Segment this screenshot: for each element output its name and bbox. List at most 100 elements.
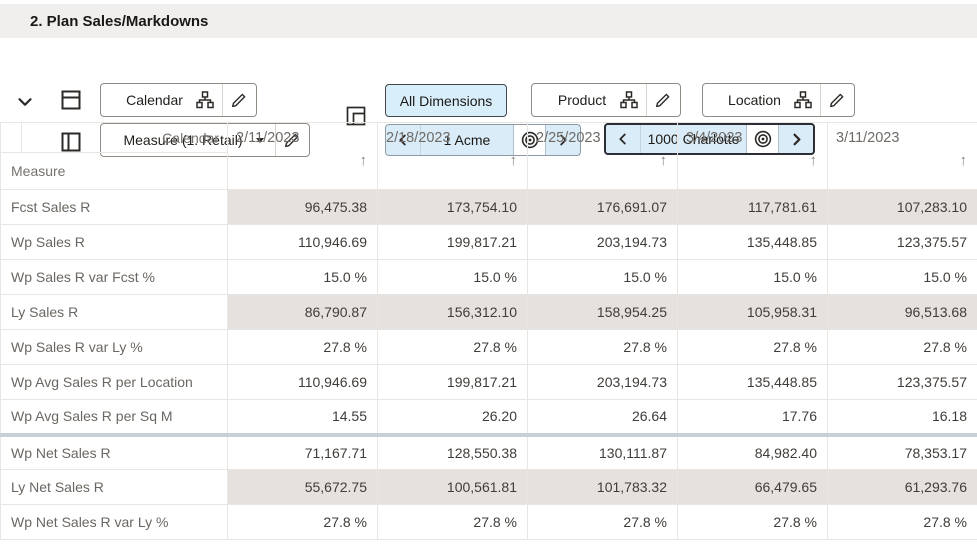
data-cell[interactable]: 117,781.61 xyxy=(677,189,828,225)
data-cell[interactable]: 26.64 xyxy=(527,399,678,435)
column-header[interactable]: 3/4/2023 ↑ xyxy=(677,122,828,190)
product-dimension-button[interactable]: Product xyxy=(531,83,681,117)
edit-pencil-icon xyxy=(828,92,845,109)
data-cell[interactable]: 84,982.40 xyxy=(677,432,828,470)
data-cell[interactable]: 110,946.69 xyxy=(227,364,378,400)
pivot-grid: Calendar 2/11/2023 ↑ 2/18/2023 ↑ 2/25/2023 ↑ 3… xyxy=(0,122,977,540)
chevron-down-icon xyxy=(14,91,36,113)
data-cell[interactable]: 123,375.57 xyxy=(827,364,977,400)
sort-ascending-icon[interactable]: ↑ xyxy=(509,152,518,169)
edit-pencil-icon xyxy=(654,92,671,109)
table-row: Fcst Sales R 96,475.38 173,754.10 176,691.0… xyxy=(0,189,977,225)
calendar-axis-button[interactable]: Calendar xyxy=(100,83,257,117)
data-cell[interactable]: 27.8 % xyxy=(377,329,528,365)
data-cell[interactable]: 27.8 % xyxy=(527,329,678,365)
data-cell[interactable]: 135,448.85 xyxy=(677,224,828,260)
data-cell[interactable]: 135,448.85 xyxy=(677,364,828,400)
data-cell[interactable]: 16.18 xyxy=(827,399,977,435)
data-cell[interactable]: 86,790.87 xyxy=(227,294,378,330)
data-cell[interactable]: 27.8 % xyxy=(377,504,528,540)
corner-measure-label: Measure xyxy=(0,152,228,190)
row-header[interactable]: Ly Net Sales R xyxy=(0,469,228,505)
data-cell[interactable]: 107,283.10 xyxy=(827,189,977,225)
data-cell[interactable]: 27.8 % xyxy=(677,504,828,540)
row-header[interactable]: Wp Avg Sales R per Location xyxy=(0,364,228,400)
data-cell[interactable]: 100,561.81 xyxy=(377,469,528,505)
data-cell[interactable]: 15.0 % xyxy=(377,259,528,295)
hierarchy-icon xyxy=(196,91,214,109)
data-cell[interactable]: 27.8 % xyxy=(227,504,378,540)
data-cell[interactable]: 14.55 xyxy=(227,399,378,435)
data-cell[interactable]: 27.8 % xyxy=(677,329,828,365)
corner-calendar-label: Calendar xyxy=(21,122,228,153)
row-header[interactable]: Fcst Sales R xyxy=(0,189,228,225)
data-cell[interactable]: 66,479.65 xyxy=(677,469,828,505)
column-header-label: 3/11/2023 xyxy=(836,130,900,146)
data-cell[interactable]: 26.20 xyxy=(377,399,528,435)
data-cell[interactable]: 27.8 % xyxy=(227,329,378,365)
table-row: Wp Net Sales R 71,167.71 128,550.38 130,111… xyxy=(0,432,977,470)
data-cell[interactable]: 55,672.75 xyxy=(227,469,378,505)
row-header[interactable]: Wp Sales R xyxy=(0,224,228,260)
data-cell[interactable]: 173,754.10 xyxy=(377,189,528,225)
column-header-label: 2/18/2023 xyxy=(386,130,451,146)
data-cell[interactable]: 15.0 % xyxy=(827,259,977,295)
pivot-table: Calendar 2/11/2023 ↑ 2/18/2023 ↑ 2/25/2023 ↑ 3… xyxy=(0,122,977,540)
data-cell[interactable]: 27.8 % xyxy=(527,504,678,540)
data-cell[interactable]: 78,353.17 xyxy=(827,432,977,470)
calendar-axis-label: Calendar xyxy=(126,92,183,108)
data-cell[interactable]: 15.0 % xyxy=(677,259,828,295)
data-cell[interactable]: 158,954.25 xyxy=(527,294,678,330)
row-header[interactable]: Wp Net Sales R var Ly % xyxy=(0,504,228,540)
data-cell[interactable]: 199,817.21 xyxy=(377,364,528,400)
button-divider xyxy=(820,84,821,116)
column-header[interactable]: 2/25/2023 ↑ xyxy=(527,122,678,190)
sort-ascending-icon[interactable]: ↑ xyxy=(809,152,818,169)
data-cell[interactable]: 15.0 % xyxy=(527,259,678,295)
hierarchy-icon xyxy=(620,91,638,109)
data-cell[interactable]: 128,550.38 xyxy=(377,432,528,470)
data-cell[interactable]: 96,513.68 xyxy=(827,294,977,330)
data-cell[interactable]: 123,375.57 xyxy=(827,224,977,260)
data-cell[interactable]: 17.76 xyxy=(677,399,828,435)
mini-corner-cell xyxy=(0,122,22,153)
row-header[interactable]: Wp Net Sales R xyxy=(0,432,228,470)
product-dimension-label: Product xyxy=(557,92,607,108)
column-header-label: 2/25/2023 xyxy=(536,130,601,146)
row-header[interactable]: Ly Sales R xyxy=(0,294,228,330)
column-header[interactable]: 3/11/2023 ↑ xyxy=(827,122,977,190)
data-cell[interactable]: 96,475.38 xyxy=(227,189,378,225)
table-row: Wp Sales R var Ly % 27.8 % 27.8 % 27.8 % 27.… xyxy=(0,329,977,365)
sort-ascending-icon[interactable]: ↑ xyxy=(359,152,368,169)
location-dimension-button[interactable]: Location xyxy=(702,83,855,117)
location-dimension-label: Location xyxy=(728,92,781,108)
data-cell[interactable]: 61,293.76 xyxy=(827,469,977,505)
collapse-toolbar-button[interactable] xyxy=(12,90,38,116)
sort-ascending-icon[interactable]: ↑ xyxy=(959,152,968,169)
column-header-label: 2/11/2023 xyxy=(236,130,300,146)
data-cell[interactable]: 71,167.71 xyxy=(227,432,378,470)
sort-ascending-icon[interactable]: ↑ xyxy=(659,152,668,169)
rows-axis-button[interactable] xyxy=(58,88,84,114)
table-row: Wp Net Sales R var Ly % 27.8 % 27.8 % 27.8 … xyxy=(0,504,977,540)
row-header[interactable]: Wp Avg Sales R per Sq M xyxy=(0,399,228,435)
data-cell[interactable]: 176,691.07 xyxy=(527,189,678,225)
table-row: Ly Sales R 86,790.87 156,312.10 158,954.25 1… xyxy=(0,294,977,330)
data-cell[interactable]: 27.8 % xyxy=(827,329,977,365)
row-header[interactable]: Wp Sales R var Fcst % xyxy=(0,259,228,295)
data-cell[interactable]: 15.0 % xyxy=(227,259,378,295)
data-cell[interactable]: 110,946.69 xyxy=(227,224,378,260)
data-cell[interactable]: 105,958.31 xyxy=(677,294,828,330)
column-header[interactable]: 2/18/2023 ↑ xyxy=(377,122,528,190)
data-cell[interactable]: 203,194.73 xyxy=(527,364,678,400)
data-cell[interactable]: 130,111.87 xyxy=(527,432,678,470)
data-cell[interactable]: 199,817.21 xyxy=(377,224,528,260)
row-header[interactable]: Wp Sales R var Ly % xyxy=(0,329,228,365)
data-cell[interactable]: 156,312.10 xyxy=(377,294,528,330)
column-header[interactable]: 2/11/2023 ↑ xyxy=(227,122,378,190)
table-row: Wp Avg Sales R per Sq M 14.55 26.20 26.64 17… xyxy=(0,399,977,435)
data-cell[interactable]: 203,194.73 xyxy=(527,224,678,260)
data-cell[interactable]: 27.8 % xyxy=(827,504,977,540)
data-cell[interactable]: 101,783.32 xyxy=(527,469,678,505)
all-dimensions-button[interactable]: All Dimensions xyxy=(385,84,507,117)
